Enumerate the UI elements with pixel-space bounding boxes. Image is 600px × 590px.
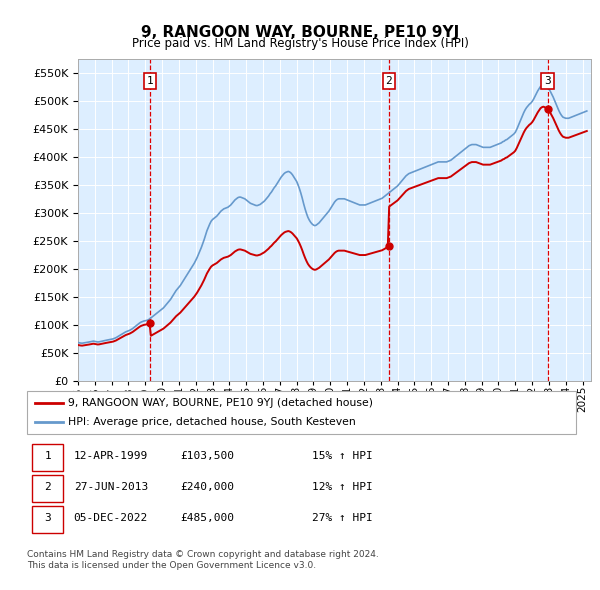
Text: 9, RANGOON WAY, BOURNE, PE10 9YJ (detached house): 9, RANGOON WAY, BOURNE, PE10 9YJ (detach… bbox=[68, 398, 373, 408]
Text: 3: 3 bbox=[544, 76, 551, 86]
Text: 1: 1 bbox=[146, 76, 154, 86]
Text: Contains HM Land Registry data © Crown copyright and database right 2024.: Contains HM Land Registry data © Crown c… bbox=[27, 550, 379, 559]
Text: 05-DEC-2022: 05-DEC-2022 bbox=[74, 513, 148, 523]
Text: £485,000: £485,000 bbox=[181, 513, 235, 523]
FancyBboxPatch shape bbox=[32, 506, 62, 533]
Text: 12-APR-1999: 12-APR-1999 bbox=[74, 451, 148, 461]
FancyBboxPatch shape bbox=[32, 444, 62, 471]
Text: 1: 1 bbox=[44, 451, 51, 461]
Text: 2: 2 bbox=[44, 482, 51, 492]
Text: £103,500: £103,500 bbox=[181, 451, 235, 461]
Text: 15% ↑ HPI: 15% ↑ HPI bbox=[313, 451, 373, 461]
FancyBboxPatch shape bbox=[32, 475, 62, 502]
FancyBboxPatch shape bbox=[27, 391, 576, 434]
Text: £240,000: £240,000 bbox=[181, 482, 235, 492]
Text: 27% ↑ HPI: 27% ↑ HPI bbox=[313, 513, 373, 523]
Text: 12% ↑ HPI: 12% ↑ HPI bbox=[313, 482, 373, 492]
Text: Price paid vs. HM Land Registry's House Price Index (HPI): Price paid vs. HM Land Registry's House … bbox=[131, 37, 469, 50]
Text: HPI: Average price, detached house, South Kesteven: HPI: Average price, detached house, Sout… bbox=[68, 417, 356, 427]
Text: 2: 2 bbox=[386, 76, 392, 86]
Text: This data is licensed under the Open Government Licence v3.0.: This data is licensed under the Open Gov… bbox=[27, 560, 316, 569]
Text: 3: 3 bbox=[44, 513, 51, 523]
Text: 27-JUN-2013: 27-JUN-2013 bbox=[74, 482, 148, 492]
Text: 9, RANGOON WAY, BOURNE, PE10 9YJ: 9, RANGOON WAY, BOURNE, PE10 9YJ bbox=[141, 25, 459, 40]
